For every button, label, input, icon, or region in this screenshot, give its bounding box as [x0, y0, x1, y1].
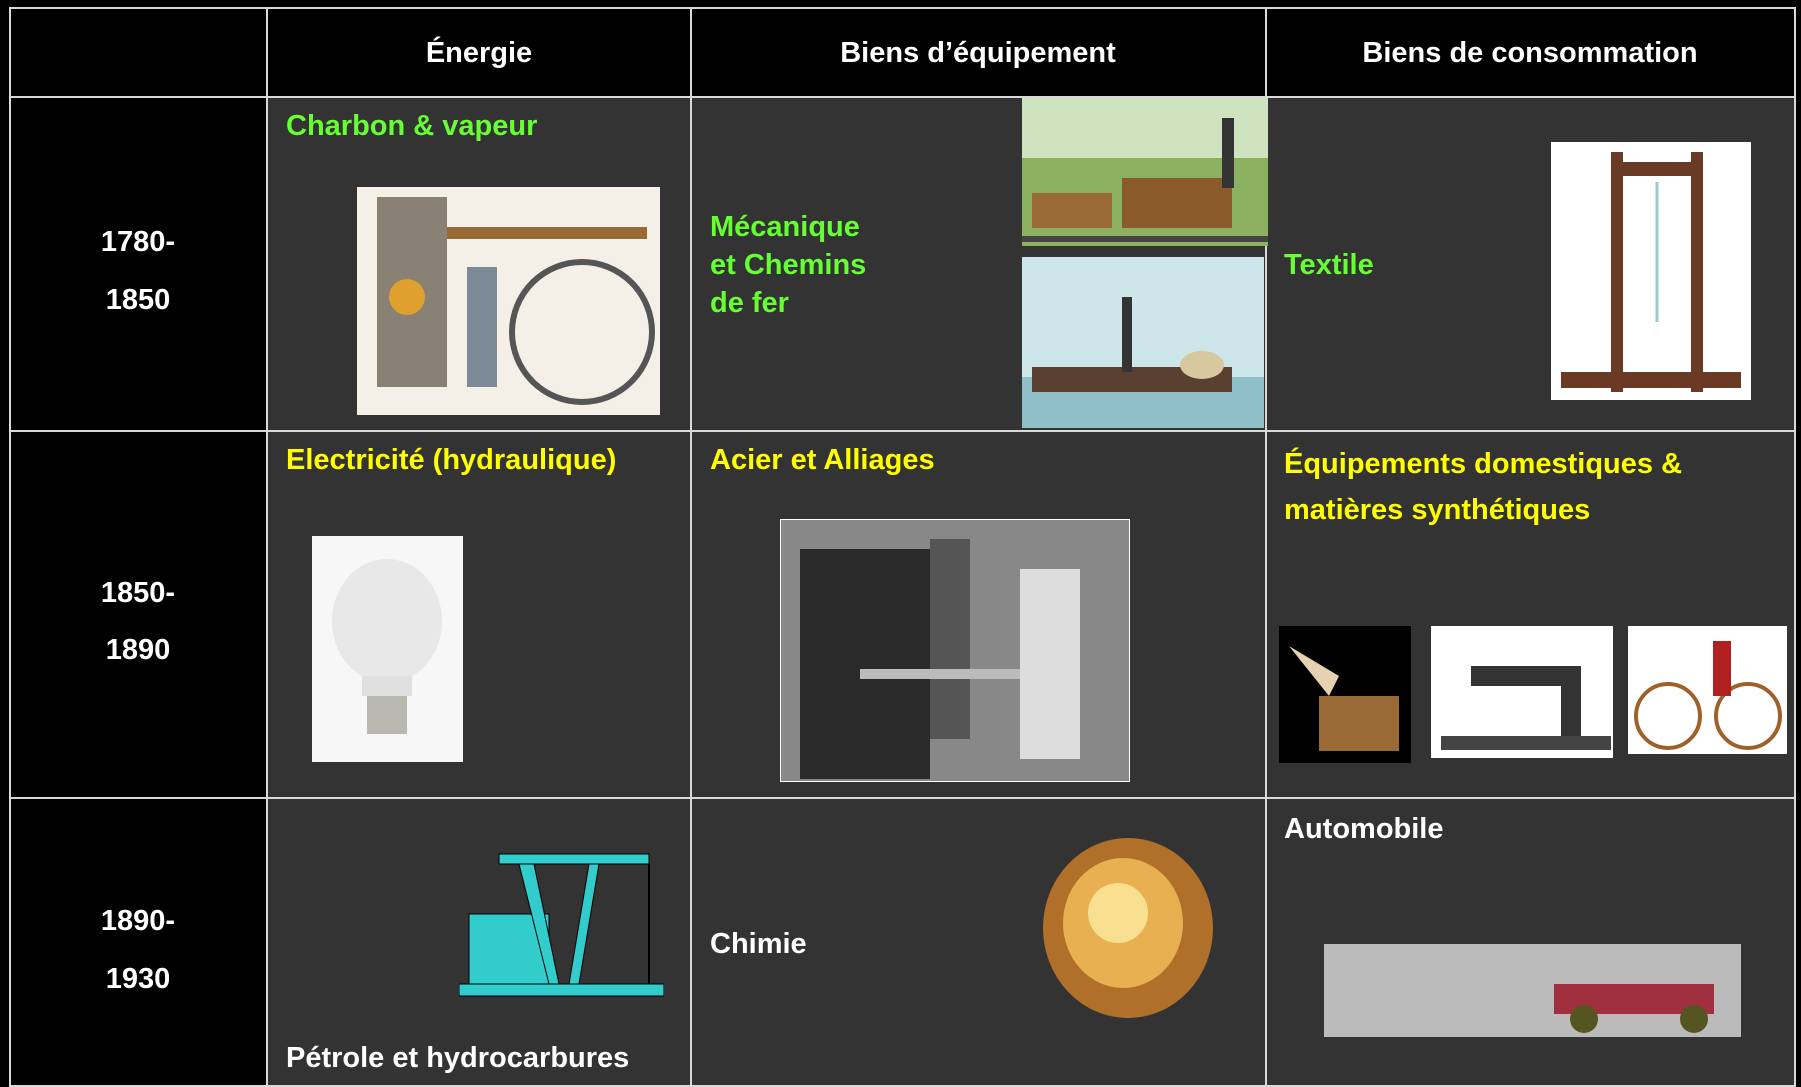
header-cell: [690, 7, 1267, 98]
corner-cell: [9, 7, 268, 98]
header-cell: [266, 7, 692, 98]
automobile-image: [1324, 944, 1741, 1037]
period: 1890: [105, 634, 171, 666]
consumer-label: Équipements domestiques &: [1284, 448, 1683, 480]
period-cell: [9, 430, 268, 799]
energy-label: Electricité (hydraulique): [286, 444, 617, 476]
consumer-label: Textile: [1284, 249, 1374, 281]
oil-pump-image: [459, 853, 664, 997]
period-cell: [9, 96, 268, 432]
column-header: Énergie: [425, 37, 533, 69]
period: 1930: [105, 963, 171, 995]
draisine-image: [1628, 626, 1787, 754]
period-cell: [9, 797, 268, 1087]
equipment-label: Mécanique: [710, 211, 860, 243]
explosion-image: [1043, 838, 1213, 1018]
forge-photo: [780, 519, 1130, 782]
period: 1850: [105, 284, 171, 316]
cell: [1265, 797, 1796, 1087]
equipment-label: de fer: [710, 287, 789, 319]
consumer-label: Automobile: [1284, 813, 1444, 845]
energy-label: Charbon & vapeur: [286, 110, 538, 142]
sewing-machine-image: [1431, 626, 1613, 758]
equipment-label: Acier et Alliages: [710, 444, 935, 476]
energy-label: Pétrole et hydrocarbures: [286, 1042, 630, 1074]
consumer-label: matières synthétiques: [1284, 494, 1591, 526]
locomotive-image: [1022, 98, 1268, 246]
column-header: Biens d’équipement: [840, 37, 1116, 69]
loom-image: [1551, 142, 1751, 400]
lightbulb-image: [312, 536, 463, 762]
gramophone-image: [1279, 626, 1411, 763]
equipment-label: Chimie: [710, 928, 807, 960]
period: 1890-: [100, 905, 176, 937]
period: 1850-: [100, 577, 176, 609]
column-header: Biens de consommation: [1362, 37, 1698, 69]
steamboat-image: [1022, 257, 1264, 428]
equipment-label: et Chemins: [710, 249, 867, 281]
steam-engine-image: [357, 187, 660, 415]
period: 1780-: [100, 226, 176, 258]
